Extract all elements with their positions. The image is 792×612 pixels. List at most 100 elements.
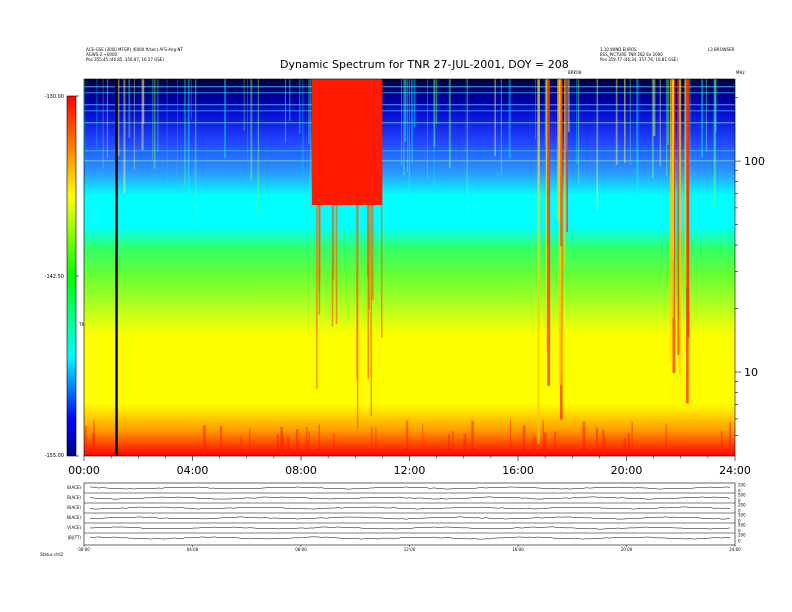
spectral-streak: [194, 79, 197, 218]
y-axis: 100 10: [735, 97, 765, 436]
x-axis-tick-label: 16:00: [502, 464, 534, 477]
low-frequency-burst: [447, 434, 450, 456]
low-frequency-burst: [85, 425, 87, 456]
radio-burst-streak: [545, 79, 549, 352]
panel-right-tick-label: 200: [738, 533, 746, 538]
spectral-streak: [289, 79, 291, 121]
radio-burst-tail: [335, 205, 338, 325]
panel-trace: [89, 496, 731, 500]
low-frequency-burst: [510, 420, 512, 456]
header-left-line-3: Pos 355.45 (46.85, 356.87, 16.57 GSE): [86, 57, 164, 62]
low-frequency-burst: [627, 433, 631, 456]
x-axis-tick-label: 00:00: [68, 464, 100, 477]
x-axis-tick-label: 08:00: [285, 464, 317, 477]
radio-burst-streak: [678, 79, 682, 375]
low-frequency-burst: [463, 433, 467, 456]
low-frequency-burst: [406, 420, 409, 456]
radio-burst-tail: [380, 205, 383, 338]
spectral-streak: [666, 79, 668, 176]
low-frequency-burst: [595, 427, 599, 456]
low-frequency-burst: [542, 420, 544, 456]
spectral-streak: [624, 79, 626, 163]
panel-trace: [89, 536, 730, 540]
x-axis: 00:00 04:00 08:00 12:00 16:00 20:00 24:00: [68, 456, 751, 477]
low-frequency-burst: [631, 421, 633, 456]
panel-x-tick-label: 04:00: [187, 547, 199, 552]
panel-right-tick-label: 0: [738, 489, 741, 494]
spectral-streak: [153, 79, 156, 169]
low-frequency-burst: [286, 436, 290, 456]
spectral-streak: [401, 79, 402, 165]
bottom-panels-frame: [83, 482, 736, 546]
spectral-streak: [624, 79, 626, 136]
low-frequency-burst: [604, 436, 606, 456]
radio-burst-streak: [672, 79, 674, 261]
panel-x-tick-label: 00:00: [78, 547, 90, 552]
header-left-block: ACE-GSE (3000 MFGR) (6000 ft/sec) AFS-An…: [86, 47, 183, 62]
panel-right-tick-label: 0: [738, 539, 741, 544]
spectral-streak: [117, 79, 120, 156]
chart-title: Dynamic Spectrum for TNR 27-JUL-2001, DO…: [280, 58, 569, 71]
low-frequency-burst: [240, 437, 243, 456]
colorbar-label: TNR: [78, 322, 87, 327]
panel-x-tick-label: 16:00: [512, 547, 524, 552]
low-frequency-burst: [93, 420, 95, 456]
spectral-streak: [224, 79, 226, 158]
spectral-streak: [106, 79, 108, 158]
radio-burst-streak: [687, 79, 690, 338]
radio-burst-tail: [368, 205, 370, 310]
x-axis-tick-label: 12:00: [394, 464, 426, 477]
spectral-band-line: [84, 86, 735, 88]
header-right-line-3: Pos 359.77 (46.34, 357.76, 16.81 GSE): [600, 57, 678, 62]
spectral-streak: [152, 79, 153, 159]
spectral-streak: [629, 79, 631, 164]
spectral-band-line: [84, 110, 735, 112]
spectral-band-line: [84, 160, 735, 162]
colorbar: [66, 95, 77, 457]
spectral-band-line: [84, 150, 735, 152]
radio-burst-tail: [316, 205, 318, 389]
header-right-line-2: ESS_PICTURE TNR 282 Ee 2000: [600, 52, 663, 57]
spectral-streak: [500, 79, 502, 174]
low-frequency-burst: [729, 422, 732, 456]
spectral-streak: [567, 79, 570, 132]
panel-x-tick-label: 24:00: [729, 547, 741, 552]
spectral-streak: [667, 79, 670, 145]
spectral-streak: [405, 79, 407, 124]
low-frequency-burst: [333, 434, 335, 456]
panel-trace: [89, 506, 731, 510]
low-frequency-burst: [219, 426, 223, 456]
spectral-streak: [494, 79, 496, 156]
low-frequency-burst: [202, 425, 206, 456]
spectral-streak: [404, 79, 407, 142]
low-frequency-burst: [471, 420, 474, 456]
panel-x-tick-label: 20:00: [621, 547, 633, 552]
spectral-streak: [413, 79, 416, 127]
spectral-streak: [187, 79, 190, 211]
spectrogram-texture: [84, 79, 735, 456]
low-frequency-burst: [623, 437, 627, 456]
panel-right-tick-label: 0: [738, 499, 741, 504]
low-frequency-burst: [306, 426, 308, 456]
radio-burst-streak: [684, 79, 687, 287]
header-right-line-1: 1.10 WIND EUROS: [600, 47, 637, 52]
spectral-streak: [427, 79, 428, 180]
spectral-streak: [578, 79, 580, 184]
spectral-streak: [659, 79, 661, 166]
header-right-block: 1.10 WIND EUROS ESS_PICTURE TNR 282 Ee 2…: [600, 47, 678, 62]
radio-burst-tail: [370, 205, 373, 417]
radio-burst-tail: [331, 205, 334, 327]
radio-burst: [311, 79, 353, 205]
low-frequency-burst: [543, 432, 547, 456]
spectral-streak: [302, 79, 304, 175]
panel-x-tick-label: 12:00: [404, 547, 416, 552]
spectral-streak: [435, 79, 438, 124]
radio-burst-tail: [318, 205, 320, 283]
panel-label: |B|(TT): [68, 535, 82, 540]
spectrogram-background: [84, 79, 735, 456]
spectral-streak: [448, 79, 451, 168]
panel-label: N(ACE): [67, 515, 82, 520]
radio-burst-streak: [669, 79, 672, 362]
low-frequency-burst: [318, 424, 320, 456]
